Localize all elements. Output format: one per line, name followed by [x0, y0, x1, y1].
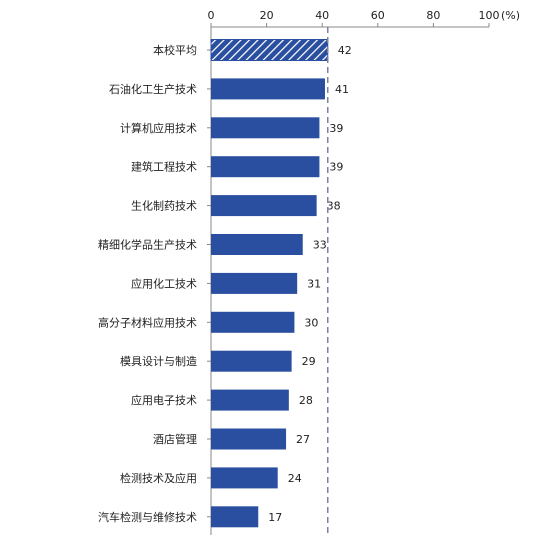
category-label: 计算机应用技术: [120, 121, 197, 135]
value-label: 39: [329, 161, 343, 174]
x-tick-label: 20: [260, 9, 274, 22]
category-label: 精细化学品生产技术: [98, 238, 197, 252]
bar-row: 生化制药技术 38: [131, 195, 341, 217]
bar-row: 酒店管理 27: [153, 428, 310, 450]
bar-row: 建筑工程技术 39: [131, 156, 343, 178]
bar-row: 本校平均 42: [153, 39, 352, 61]
category-label: 检测技术及应用: [120, 471, 197, 485]
value-label: 24: [288, 472, 302, 485]
value-label: 39: [329, 122, 343, 135]
category-label: 酒店管理: [153, 432, 197, 446]
value-label: 27: [296, 433, 310, 446]
bar: [211, 117, 320, 139]
category-label: 应用化工技术: [131, 276, 197, 290]
category-label: 高分子材料应用技术: [98, 315, 197, 329]
category-label: 石油化工生产技术: [109, 82, 197, 96]
bar: [211, 195, 317, 217]
value-label: 28: [299, 394, 313, 407]
category-label: 应用电子技术: [131, 393, 197, 407]
bar-row: 检测技术及应用 24: [120, 467, 302, 489]
value-label: 29: [302, 355, 316, 368]
category-label: 模具设计与制造: [120, 354, 197, 368]
bar: [211, 467, 278, 489]
value-label: 17: [268, 511, 282, 524]
x-axis-unit-label: (%): [501, 9, 520, 22]
category-label: 汽车检测与维修技术: [98, 510, 197, 524]
value-label: 33: [313, 239, 327, 252]
x-tick-label: 60: [371, 9, 385, 22]
bar: [211, 272, 298, 294]
bar-row: 应用化工技术 31: [131, 272, 321, 294]
bar-row: 精细化学品生产技术 33: [98, 234, 327, 255]
bars: 本校平均 42 石油化工生产技术 41 计算机应用技术 39 建筑工程技术 39 生化制药技术 3…: [98, 39, 352, 528]
bar-row: 石油化工生产技术 41: [109, 78, 349, 100]
bar: [211, 78, 325, 100]
bar-row: 计算机应用技术 39: [120, 117, 343, 139]
bar: [211, 428, 287, 450]
x-tick-label: 40: [315, 9, 329, 22]
bar-row: 高分子材料应用技术 30: [98, 311, 318, 333]
category-label: 生化制药技术: [131, 199, 197, 213]
value-label: 38: [327, 200, 341, 213]
bar-highlight: [210, 39, 329, 61]
bar-row: 应用电子技术 28: [131, 389, 313, 411]
category-label: 本校平均: [153, 43, 197, 57]
bar: [211, 311, 295, 333]
x-tick-label: 80: [426, 9, 440, 22]
bar: [211, 234, 303, 255]
x-axis: 0 20 40 60 80 100: [208, 9, 500, 535]
bar: [211, 389, 289, 411]
value-label: 31: [307, 277, 321, 290]
bar-row: 模具设计与制造 29: [120, 350, 316, 372]
x-tick-label: 100: [479, 9, 500, 22]
value-label: 30: [304, 316, 318, 329]
x-tick-label: 0: [208, 9, 215, 22]
bar: [211, 506, 259, 528]
bar-row: 汽车检测与维修技术 17: [98, 506, 282, 528]
bar: [211, 156, 320, 178]
bar: [211, 350, 292, 372]
value-label: 41: [335, 83, 349, 96]
category-label: 建筑工程技术: [131, 160, 197, 174]
value-label: 42: [338, 44, 352, 57]
